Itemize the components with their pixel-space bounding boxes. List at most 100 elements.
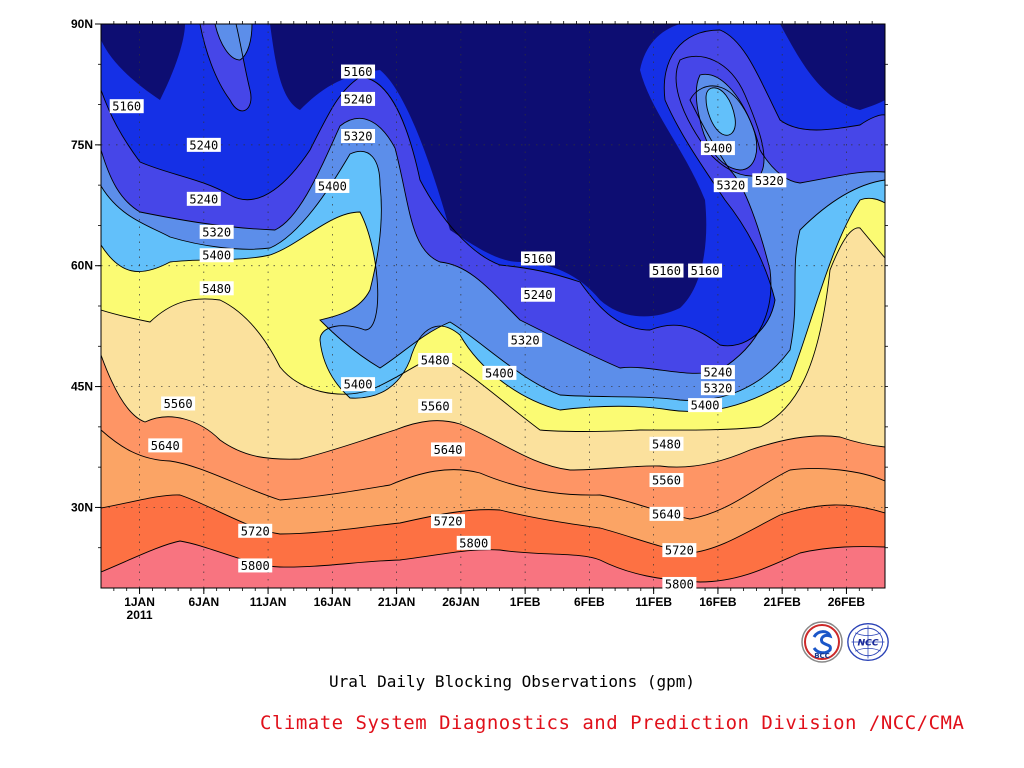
contour-label: 5160 xyxy=(691,264,720,278)
y-tick-label: 75N xyxy=(71,138,93,152)
x-tick-label: 11JAN xyxy=(250,595,287,609)
x-tick-label: 21JAN xyxy=(378,595,415,609)
contour-line-5560 xyxy=(101,354,885,471)
contour-label: 5320 xyxy=(703,382,732,396)
contour-label-box xyxy=(315,178,350,193)
contour-label-box xyxy=(649,263,684,278)
ncc-logo-label: NCC xyxy=(857,638,878,649)
contour-line-5320 xyxy=(101,150,885,401)
contour-label-box xyxy=(238,558,273,573)
contour-label: 5560 xyxy=(164,397,193,411)
contour-label-box xyxy=(341,377,376,392)
grid-lines xyxy=(101,24,885,588)
contour-label: 5240 xyxy=(344,92,373,106)
contour-label-box xyxy=(186,191,221,206)
bcc-logo-label: BCC xyxy=(814,652,830,660)
x-tick-label: 11FEB xyxy=(635,595,672,609)
contour-label: 5160 xyxy=(112,100,141,114)
contour-label-box xyxy=(649,436,684,451)
x-tick-label: 1FEB xyxy=(510,595,541,609)
contour-label: 5640 xyxy=(151,439,180,453)
contour-label-box xyxy=(199,224,234,239)
contour-line-top-b xyxy=(214,24,253,61)
contour-label: 5320 xyxy=(716,179,745,193)
contour-line-top-a xyxy=(199,24,252,112)
contour-label: 5640 xyxy=(652,507,681,521)
contour-line-5640 xyxy=(101,429,885,520)
contour-label-box xyxy=(662,576,697,591)
contour-labels: 5160 5240 5240 5320 5400 5480 5160 5240 5320 5400… xyxy=(109,64,787,591)
contour-label: 5640 xyxy=(434,443,463,457)
contour-label: 5240 xyxy=(189,138,218,152)
ncc-logo: NCC xyxy=(847,622,889,662)
contour-fill-layer xyxy=(101,24,885,588)
x-tick-label: 26FEB xyxy=(828,595,866,609)
contour-label-box xyxy=(688,263,723,278)
x-tick-label: 26JAN xyxy=(442,595,479,609)
contour-label-box xyxy=(700,141,735,156)
contour-label: 5160 xyxy=(652,264,681,278)
x-year-label: 2011 xyxy=(127,608,153,622)
contour-label-box xyxy=(752,173,787,188)
contour-label-box xyxy=(700,365,735,380)
contour-label-box xyxy=(431,514,466,529)
contour-label-box xyxy=(148,438,183,453)
contour-line-inner-b xyxy=(695,73,758,171)
contour-label: 5240 xyxy=(524,288,553,302)
contour-label-box xyxy=(199,281,234,296)
contour-label-box xyxy=(341,64,376,79)
contour-label-box xyxy=(700,381,735,396)
y-tick-label: 60N xyxy=(71,259,93,273)
contour-label: 5720 xyxy=(665,544,694,558)
contour-label: 5480 xyxy=(202,282,231,296)
contour-label: 5560 xyxy=(652,474,681,488)
contour-label: 5240 xyxy=(189,192,218,206)
contour-label: 5320 xyxy=(202,225,231,239)
contour-label-box xyxy=(161,396,196,411)
contour-line-5800 xyxy=(101,540,885,583)
band-below-5080 xyxy=(101,24,885,317)
contour-label-box xyxy=(520,251,555,266)
contour-label: 5560 xyxy=(421,399,450,413)
contour-label: 5720 xyxy=(434,515,463,529)
contour-label-box xyxy=(520,287,555,302)
contour-label-box xyxy=(418,352,453,367)
contour-label: 5400 xyxy=(703,142,732,156)
contour-label: 5320 xyxy=(511,333,540,347)
x-tick-label: 16JAN xyxy=(314,595,351,609)
contour-line-inner-c xyxy=(705,87,736,136)
contour-line-5160 xyxy=(101,29,885,347)
x-tick-label: 21FEB xyxy=(764,595,802,609)
contour-label: 5800 xyxy=(459,536,488,550)
contour-label-box xyxy=(186,137,221,152)
x-tick-label: 16FEB xyxy=(699,595,737,609)
contour-label-box xyxy=(109,99,144,114)
y-tick-label: 90N xyxy=(71,17,93,31)
contour-label: 5720 xyxy=(241,524,270,538)
contour-label-box xyxy=(713,178,748,193)
contour-label: 5800 xyxy=(241,559,270,573)
contour-label: 5800 xyxy=(665,577,694,591)
footer-credit: Climate System Diagnostics and Predictio… xyxy=(260,712,965,734)
contour-label: 5320 xyxy=(755,174,784,188)
x-tick-label: 1JAN xyxy=(124,595,155,609)
contour-line-5240 xyxy=(101,85,885,374)
contour-label: 5400 xyxy=(691,399,720,413)
contour-label: 5400 xyxy=(344,378,373,392)
contour-label-box xyxy=(508,332,543,347)
y-tick-label: 45N xyxy=(71,380,93,394)
contour-label-box xyxy=(341,91,376,106)
contour-label-box xyxy=(649,506,684,521)
contour-label: 5480 xyxy=(652,437,681,451)
contour-label-box xyxy=(431,442,466,457)
contour-label-box xyxy=(482,365,517,380)
contour-line-5480 xyxy=(101,227,885,432)
contour-label-box xyxy=(238,523,273,538)
contour-label: 5160 xyxy=(344,65,373,79)
contour-label-box xyxy=(662,543,697,558)
axis-ticks: 1JAN 6JAN 11JAN 16JAN 21JAN 26JAN 1FEB 6FEB 11FE… xyxy=(71,17,888,622)
contour-label: 5400 xyxy=(485,366,514,380)
y-tick-label: 30N xyxy=(71,500,93,514)
bcc-logo: BCC xyxy=(801,621,843,663)
x-tick-label: 6FEB xyxy=(574,595,605,609)
